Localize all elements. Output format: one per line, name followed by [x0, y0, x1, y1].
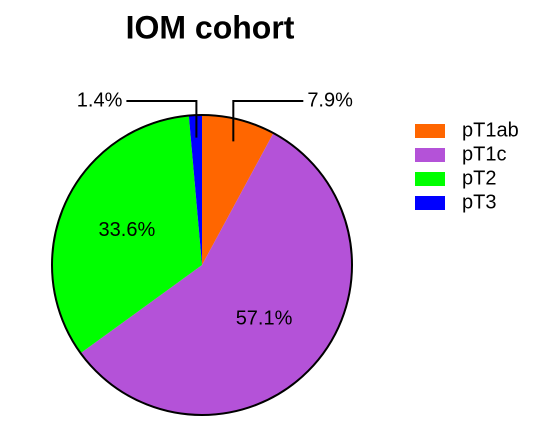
legend-label: pT1ab [462, 119, 519, 141]
chart-title: IOM cohort [126, 9, 295, 45]
pie-slice [52, 115, 202, 354]
data-label: 1.4% [77, 89, 123, 111]
legend-label: pT2 [462, 167, 496, 189]
legend-swatch [415, 148, 445, 162]
legend-label: pT3 [462, 191, 496, 213]
data-label: 7.9% [307, 89, 353, 111]
data-label: 33.6% [99, 219, 156, 241]
legend-swatch [415, 172, 445, 186]
pie-outline [51, 114, 353, 416]
data-label: 57.1% [236, 308, 293, 330]
leader-line [126, 100, 198, 138]
pie-slice [80, 133, 353, 416]
legend-swatch [415, 124, 445, 138]
pie-slice [202, 115, 274, 265]
leader-line [232, 100, 304, 142]
pie-slice [188, 115, 202, 265]
legend-label: pT1c [462, 143, 506, 165]
legend-swatch [415, 196, 445, 210]
